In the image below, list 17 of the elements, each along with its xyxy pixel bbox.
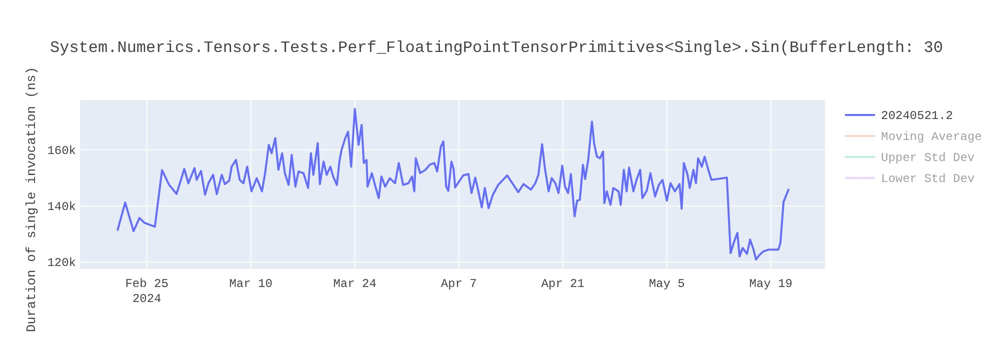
chart-title: System.Numerics.Tensors.Tests.Perf_FloatingPointTensorPrimitives<Single>.Sin(BufferLength: 30 (50, 39, 943, 57)
legend-label: Moving Average (881, 130, 982, 144)
x-tick-label: May 19 (749, 277, 792, 291)
x-tick-label: Mar 24 (333, 277, 376, 291)
line-series (116, 108, 790, 260)
legend-label: 20240521.2 (881, 109, 954, 124)
x-tick-label: Apr 7 (440, 277, 477, 291)
y-axis-title: Duration of single invocation (ns) (24, 66, 39, 332)
y-tick-label: 140k (47, 200, 76, 214)
y-tick-label: 160k (47, 144, 76, 158)
x-tick-label: Mar 10 (229, 277, 272, 291)
legend-label: Lower Std Dev (881, 172, 975, 186)
x-tick-label: Feb 25 2024 (125, 277, 168, 306)
y-tick-label: 120k (47, 256, 76, 270)
x-tick-label: Apr 21 (541, 277, 584, 291)
legend-label: Upper Std Dev (881, 151, 975, 166)
x-tick-label: May 5 (648, 277, 685, 291)
